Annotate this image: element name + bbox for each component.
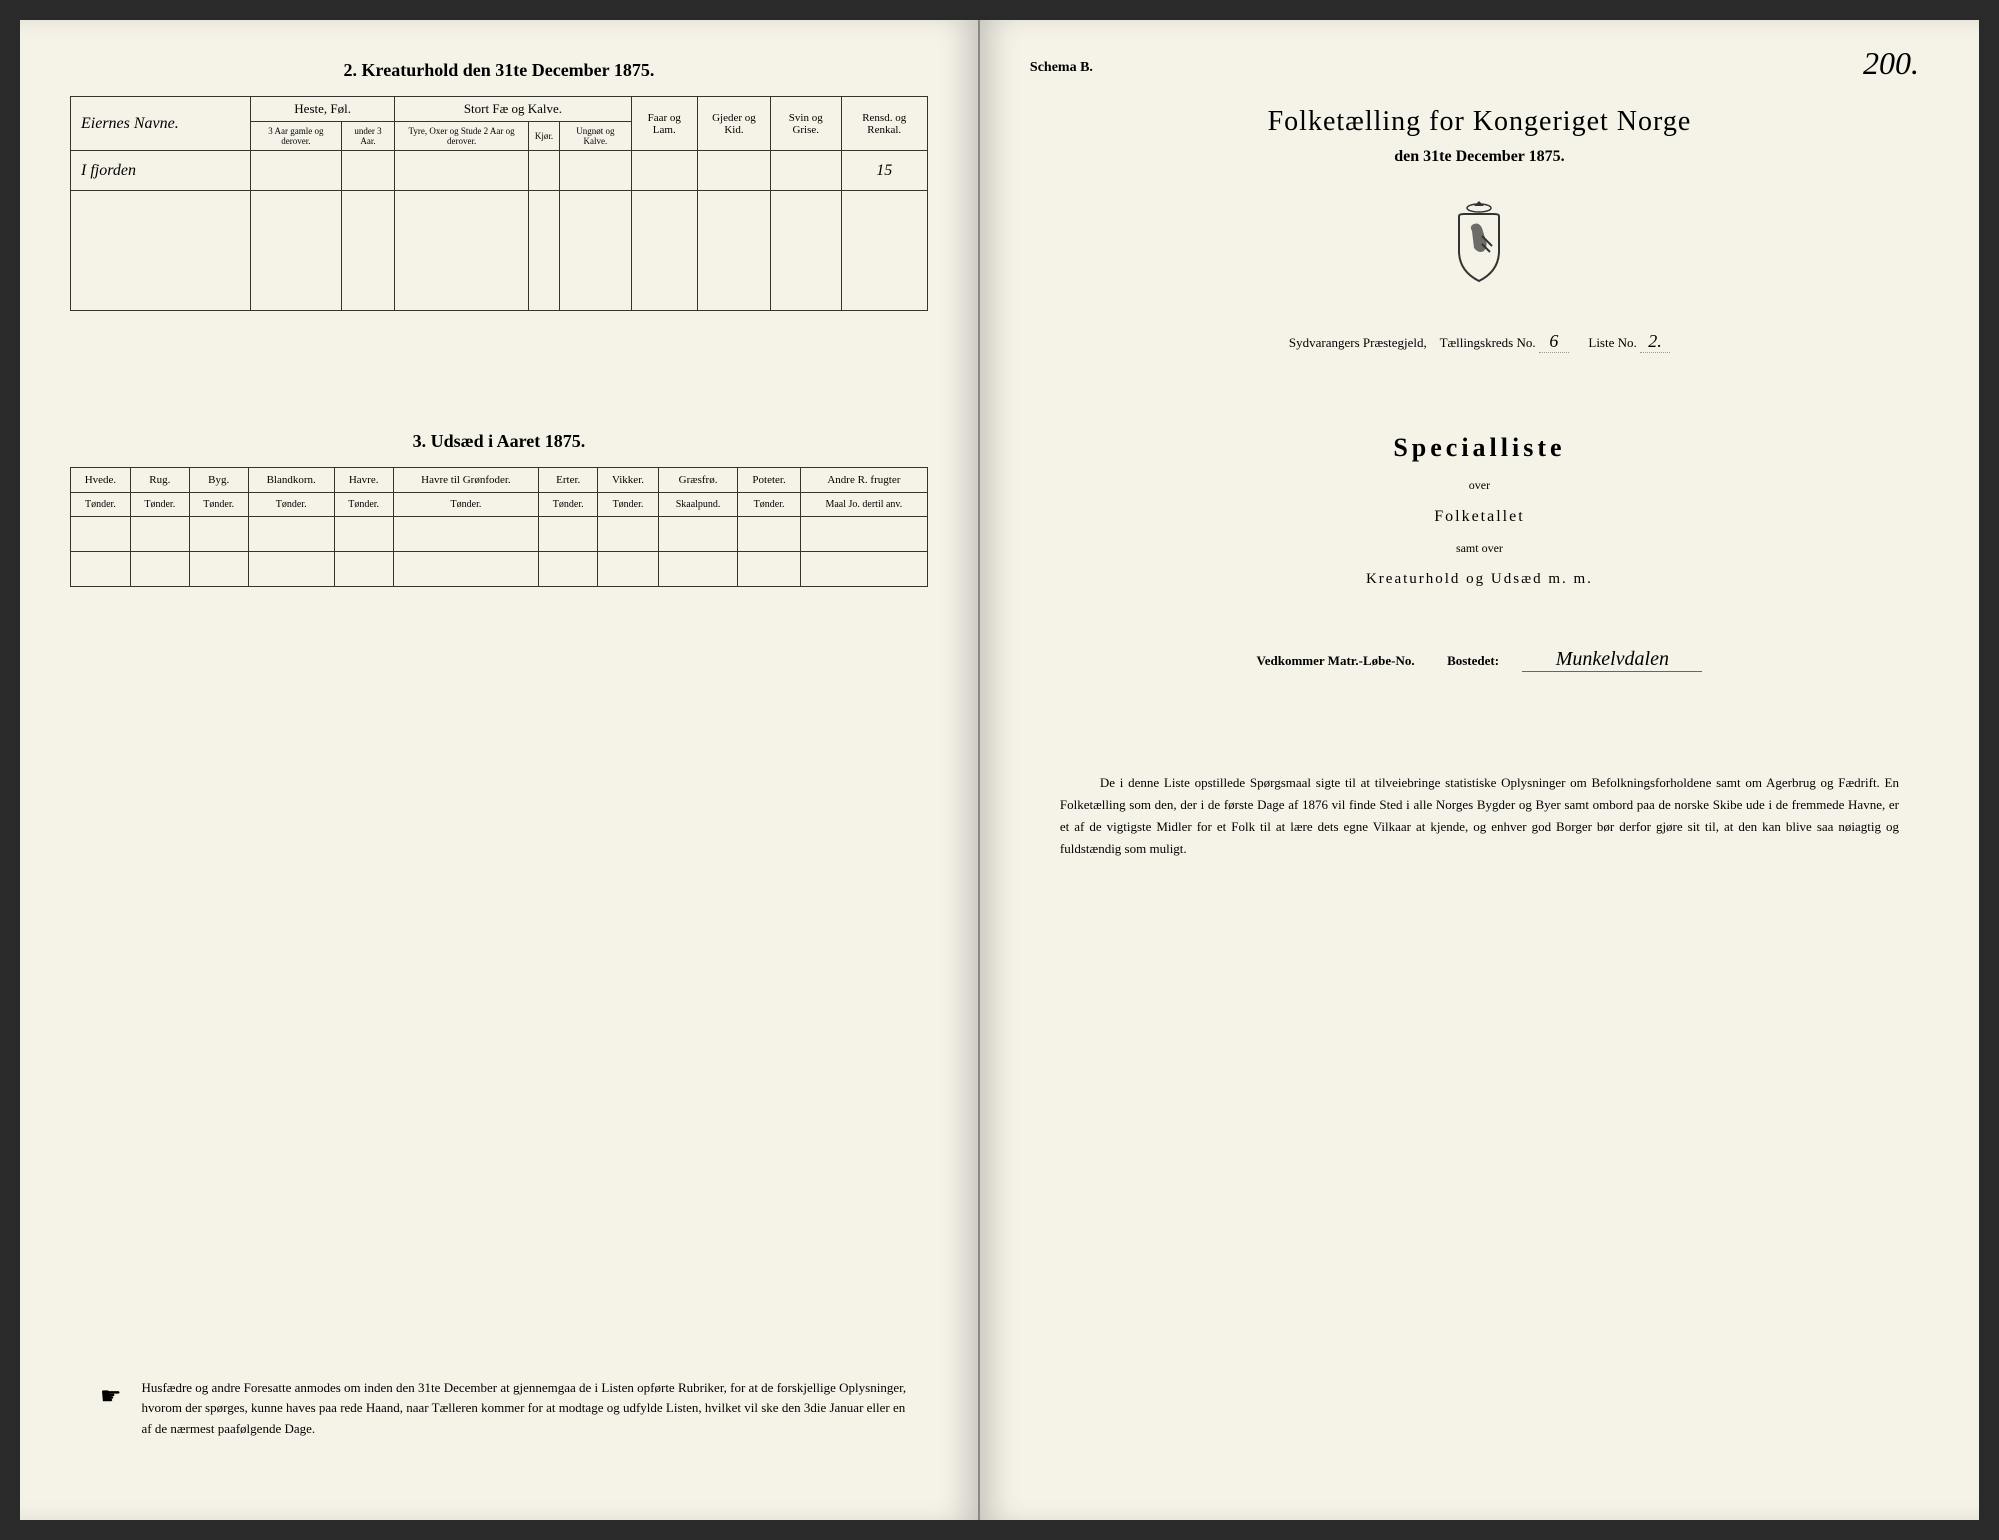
col-vikker: Vikker. <box>598 468 659 493</box>
table-row <box>71 191 928 231</box>
udsaed-table: Hvede. Rug. Byg. Blandkorn. Havre. Havre… <box>70 467 928 587</box>
left-page: 2. Kreaturhold den 31te December 1875. E… <box>20 20 980 1520</box>
col-faar: Faar og Lam. <box>631 97 697 151</box>
schema-label: Schema B. <box>1030 60 1929 76</box>
col-rensdyr: Rensd. og Renkal. <box>841 97 927 151</box>
right-page: 200. Schema B. Folketælling for Kongerig… <box>980 20 1979 1520</box>
col-name: Eiernes Navne. <box>71 97 251 151</box>
col-svin: Svin og Grise. <box>771 97 842 151</box>
page-number: 200. <box>1863 45 1919 82</box>
specialliste-heading: Specialliste <box>1030 433 1929 463</box>
col-havre: Havre. <box>334 468 393 493</box>
col-stortfae-sub1: Tyre, Oxer og Stude 2 Aar og derover. <box>395 122 529 151</box>
col-heste-sub1: 3 Aar gamle og derover. <box>251 122 342 151</box>
coat-of-arms-icon <box>1030 196 1929 291</box>
col-gjeder: Gjeder og Kid. <box>697 97 770 151</box>
folketallet-heading: Folketallet <box>1030 508 1929 526</box>
col-stortfae-sub3: Ungnøt og Kalve. <box>560 122 631 151</box>
section3: 3. Udsæd i Aaret 1875. Hvede. Rug. Byg. … <box>70 431 928 587</box>
bosted-line: Vedkommer Matr.-Løbe-No. Bostedet: Munke… <box>1030 648 1929 672</box>
col-havre-gron: Havre til Grønfoder. <box>393 468 539 493</box>
parish-line: Sydvarangers Præstegjeld, Tællingskreds … <box>1030 331 1929 353</box>
col-blandkorn: Blandkorn. <box>248 468 334 493</box>
over-text: over <box>1030 478 1929 493</box>
table-row <box>71 552 928 587</box>
footer-text: Husfædre og andre Foresatte anmodes om i… <box>142 1378 918 1440</box>
col-hvede: Hvede. <box>71 468 131 493</box>
section2-title: 2. Kreaturhold den 31te December 1875. <box>70 60 928 81</box>
table-row <box>71 271 928 311</box>
section3-title: 3. Udsæd i Aaret 1875. <box>70 431 928 452</box>
kreaturhold-heading: Kreaturhold og Udsæd m. m. <box>1030 571 1929 588</box>
table-row <box>71 517 928 552</box>
samt-over-text: samt over <box>1030 541 1929 556</box>
col-stortfae-sub2: Kjør. <box>528 122 559 151</box>
book-spread: 2. Kreaturhold den 31te December 1875. E… <box>20 20 1979 1520</box>
right-footer-text: De i denne Liste opstillede Spørgsmaal s… <box>1030 772 1929 860</box>
col-heste: Heste, Føl. <box>251 97 395 122</box>
left-footer-note: ☛ Husfædre og andre Foresatte anmodes om… <box>100 1378 918 1440</box>
col-stortfae: Stort Fæ og Kalve. <box>395 97 631 122</box>
sub-date: den 31te December 1875. <box>1030 148 1929 166</box>
col-erter: Erter. <box>539 468 598 493</box>
hand-icon: ☛ <box>100 1378 122 1440</box>
liste-value: 2. <box>1640 331 1670 353</box>
main-title: Folketælling for Kongeriget Norge <box>1030 106 1929 138</box>
kreds-value: 6 <box>1539 331 1569 353</box>
row-name: I fjorden <box>71 151 251 191</box>
col-rug: Rug. <box>130 468 189 493</box>
col-poteter: Poteter. <box>738 468 801 493</box>
bosted-value: Munkelvdalen <box>1522 648 1702 672</box>
table-row <box>71 231 928 271</box>
table-row: I fjorden 15 <box>71 151 928 191</box>
col-graesfro: Græsfrø. <box>658 468 737 493</box>
col-byg: Byg. <box>189 468 248 493</box>
col-heste-sub2: under 3 Aar. <box>341 122 395 151</box>
row-rensdyr: 15 <box>841 151 927 191</box>
kreaturhold-table: Eiernes Navne. Heste, Føl. Stort Fæ og K… <box>70 96 928 311</box>
col-andre: Andre R. frugter <box>800 468 927 493</box>
